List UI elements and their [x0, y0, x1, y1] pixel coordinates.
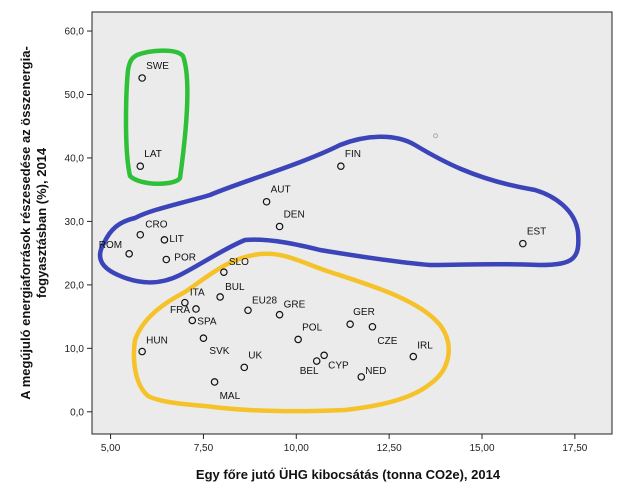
- point-label-aut: AUT: [271, 185, 291, 196]
- point-label-cyp: CYP: [328, 360, 349, 371]
- cluster-outline: [123, 48, 190, 186]
- data-point-gre: [275, 310, 284, 319]
- data-point-spa: [188, 316, 197, 325]
- data-point-fin: [337, 162, 345, 171]
- point-label-swe: SWE: [146, 61, 169, 72]
- point-label-bel: BEL: [300, 366, 319, 377]
- point-label-ger: GER: [353, 307, 375, 318]
- point-label-uk: UK: [248, 350, 262, 361]
- data-point-hun: [138, 347, 146, 356]
- data-point-cro: [136, 230, 145, 239]
- x-tick-label: 17,50: [562, 443, 587, 454]
- data-point-bul: [216, 293, 224, 301]
- cluster-outline: [131, 251, 451, 414]
- cluster-outline: [97, 134, 581, 285]
- y-tick-label: 60,0: [65, 27, 85, 38]
- point-label-spa: SPA: [197, 316, 217, 327]
- point-label-rom: ROM: [99, 240, 122, 251]
- point-label-svk: SVK: [209, 346, 229, 357]
- point-label-lit: LIT: [169, 234, 183, 245]
- point-label-slo: SLO: [229, 257, 249, 268]
- y-tick-label: 30,0: [65, 217, 85, 228]
- data-point-ger: [346, 320, 354, 329]
- data-point-lit: [160, 236, 169, 244]
- x-tick-label: 7,50: [194, 443, 214, 454]
- y-axis-title-line: A megújuló energiaforrások részesedése a…: [18, 46, 33, 400]
- point-label-ita: ITA: [190, 288, 205, 299]
- point-label-mal: MAL: [220, 391, 241, 402]
- point-label-lat: LAT: [144, 149, 162, 160]
- y-tick-label: 50,0: [65, 90, 85, 101]
- point-label-eu28: EU28: [252, 295, 277, 306]
- data-point-den: [275, 222, 284, 231]
- data-point-mal: [210, 378, 219, 386]
- point-label-hun: HUN: [146, 336, 168, 347]
- point-label-pol: POL: [302, 322, 322, 333]
- data-point-cyp: [320, 351, 328, 360]
- point-label-fra: FRA: [170, 305, 190, 316]
- data-point-cze: [368, 322, 377, 331]
- point-label-irl: IRL: [417, 341, 433, 352]
- data-point-por: [162, 255, 171, 264]
- plot-area: [91, 11, 613, 435]
- point-label-cze: CZE: [377, 336, 397, 347]
- point-label-bul: BUL: [225, 282, 245, 293]
- data-point-irl: [409, 352, 418, 361]
- data-point-est: [519, 239, 527, 248]
- y-tick-label: 40,0: [65, 153, 85, 164]
- x-tick-label: 12,50: [377, 443, 402, 454]
- x-tick-label: 10,00: [284, 443, 309, 454]
- y-axis-title: A megújuló energiaforrások részesedése a…: [18, 46, 49, 400]
- point-label-ned: NED: [365, 366, 386, 377]
- x-tick-label: 15,00: [469, 443, 494, 454]
- point-label-por: POR: [174, 252, 196, 263]
- point-label-cro: CRO: [145, 220, 167, 231]
- point-label-est: EST: [527, 227, 546, 238]
- data-point-svk: [199, 334, 208, 342]
- data-point-ita: [181, 298, 189, 307]
- data-point-fra: [192, 305, 200, 313]
- y-axis-title-line: fogyasztásban (%), 2014: [34, 147, 49, 298]
- data-point-lat: [136, 162, 145, 171]
- data-point-slo: [220, 268, 228, 276]
- data-point-ned: [357, 373, 366, 381]
- point-label-gre: GRE: [284, 300, 306, 311]
- point-label-fin: FIN: [345, 149, 361, 160]
- x-axis-title: Egy főre jutó ÜHG kibocsátás (tonna CO2e…: [196, 467, 501, 482]
- data-point-pol: [294, 335, 302, 344]
- data-point-swe: [138, 74, 146, 82]
- data-point-eu28: [244, 306, 252, 315]
- data-point-bel: [312, 357, 321, 365]
- data-point-uk: [240, 363, 249, 372]
- y-tick-label: 20,0: [65, 280, 85, 291]
- point-label-den: DEN: [284, 209, 305, 220]
- data-point-rom: [125, 249, 133, 258]
- outlier-point: [433, 133, 439, 139]
- y-tick-label: 0,0: [70, 407, 84, 418]
- x-tick-label: 5,00: [101, 443, 121, 454]
- data-point-aut: [262, 197, 271, 206]
- y-tick-label: 10,0: [65, 344, 85, 355]
